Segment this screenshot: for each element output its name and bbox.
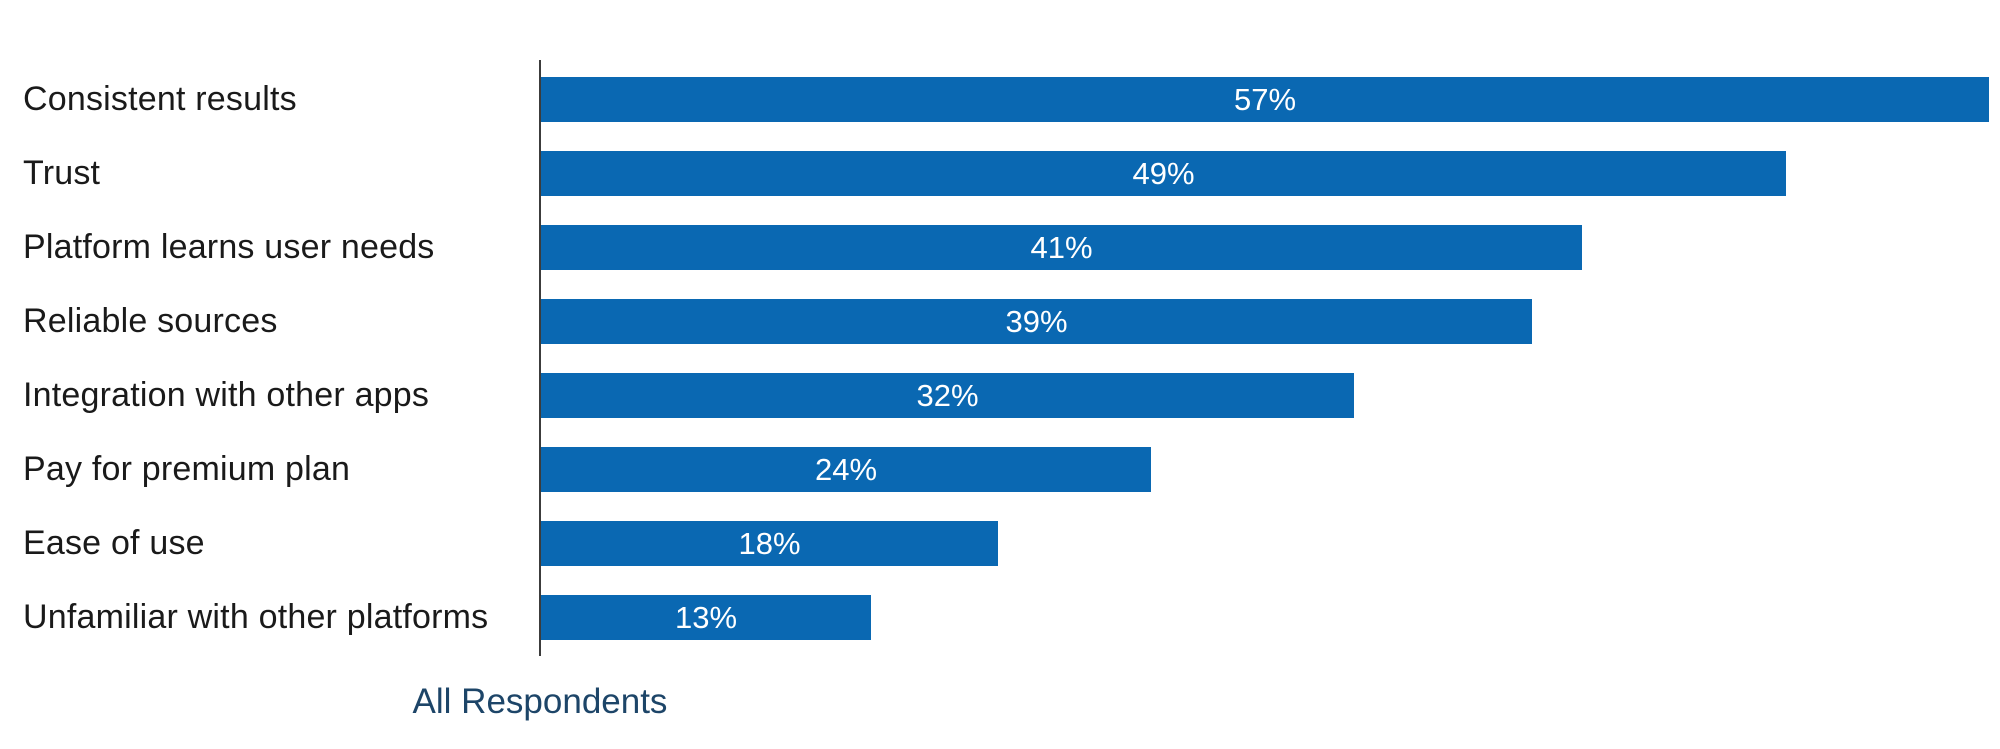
chart-rows: Consistent results 57% Trust 49% Platfor… — [0, 62, 2000, 654]
bar-value-label: 41% — [1030, 229, 1093, 265]
bar-value-label: 57% — [1233, 81, 1297, 117]
bar: 13% — [541, 594, 871, 640]
bar-track: 13% — [541, 594, 2000, 640]
bar: 41% — [541, 224, 1582, 270]
y-axis-line — [539, 60, 541, 656]
bar-track: 49% — [541, 150, 2000, 196]
bar-value-label: 32% — [916, 377, 979, 413]
chart-row: Reliable sources 39% — [0, 284, 2000, 358]
chart-row: Trust 49% — [0, 136, 2000, 210]
category-label: Ease of use — [23, 523, 205, 562]
bar: 49% — [541, 150, 1786, 196]
bar: 57% — [541, 76, 1989, 122]
bar-track: 41% — [541, 224, 2000, 270]
bar-value-label: 18% — [738, 525, 801, 561]
chart-row: Ease of use 18% — [0, 506, 2000, 580]
bar-track: 24% — [541, 446, 2000, 492]
x-axis-label: All Respondents — [412, 682, 668, 721]
bar-value-label: 39% — [1005, 303, 1068, 339]
bar-track: 18% — [541, 520, 2000, 566]
category-label: Pay for premium plan — [23, 449, 351, 488]
bar-value-label: 24% — [814, 451, 878, 487]
bar: 39% — [541, 298, 1532, 344]
bar: 24% — [541, 446, 1151, 492]
chart-row: Unfamiliar with other platforms 13% — [0, 580, 2000, 654]
chart-row: Platform learns user needs 41% — [0, 210, 2000, 284]
bar-value-label: 49% — [1132, 155, 1195, 191]
category-label: Reliable sources — [23, 301, 278, 340]
category-label: Integration with other apps — [23, 375, 430, 414]
chart-row: Consistent results 57% — [0, 62, 2000, 136]
category-label: Platform learns user needs — [23, 227, 435, 266]
bar: 18% — [541, 520, 998, 566]
bar: 32% — [541, 372, 1354, 418]
chart-row: Pay for premium plan 24% — [0, 432, 2000, 506]
bar-track: 39% — [541, 298, 2000, 344]
chart-row: Integration with other apps 32% — [0, 358, 2000, 432]
category-label: Unfamiliar with other platforms — [23, 597, 489, 636]
bar-track: 32% — [541, 372, 2000, 418]
bar-value-label: 13% — [674, 599, 738, 635]
bar-track: 57% — [541, 76, 2000, 122]
category-label: Trust — [23, 153, 101, 192]
category-label: Consistent results — [23, 79, 297, 118]
